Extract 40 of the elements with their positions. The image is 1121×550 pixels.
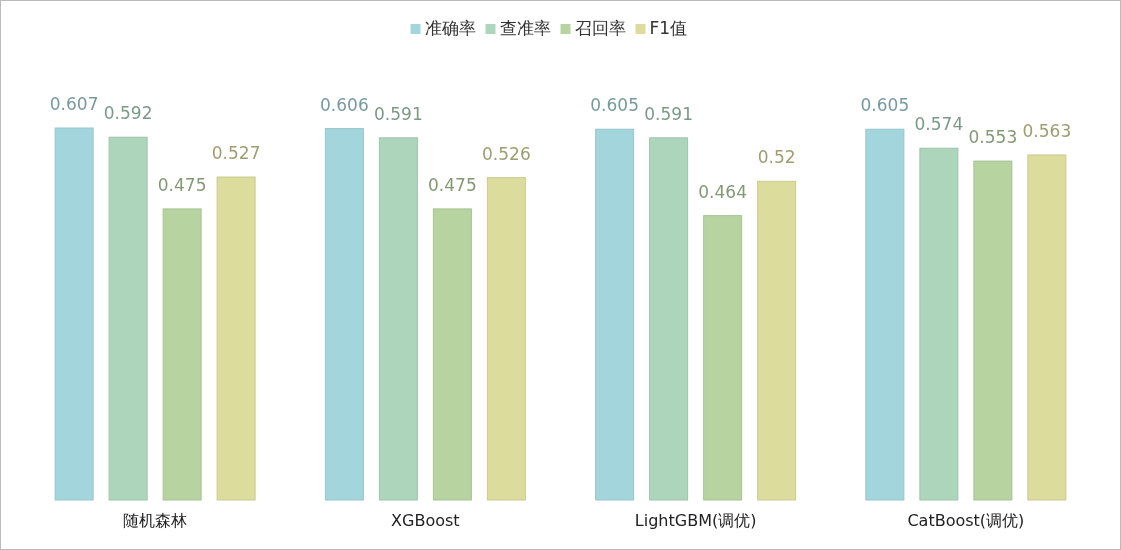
bar <box>649 137 689 501</box>
bar <box>324 128 364 501</box>
x-tick-label: LightGBM(调优) <box>634 511 757 530</box>
data-label: 0.591 <box>374 103 423 124</box>
data-label: 0.475 <box>428 174 477 195</box>
data-label: 0.526 <box>482 143 531 164</box>
x-tick-label: CatBoost(调优) <box>907 511 1025 530</box>
legend-label: 准确率 <box>424 18 476 38</box>
bar <box>1027 154 1067 501</box>
data-label: 0.591 <box>644 103 693 124</box>
bar <box>486 177 526 501</box>
bar <box>973 160 1013 501</box>
legend-label: 查准率 <box>499 18 551 38</box>
bar <box>54 127 94 501</box>
bar <box>757 180 797 501</box>
data-label: 0.605 <box>590 95 639 116</box>
data-label: 0.52 <box>757 147 796 168</box>
bar <box>378 137 418 501</box>
data-label: 0.553 <box>968 127 1018 148</box>
data-label: 0.464 <box>698 181 747 202</box>
bar <box>865 128 905 501</box>
legend-label: 召回率 <box>574 18 626 38</box>
data-label: 0.607 <box>49 94 99 114</box>
x-tick-label: 随机森林 <box>123 511 188 530</box>
data-label: 0.592 <box>103 103 153 124</box>
bar <box>919 147 959 501</box>
bar <box>703 215 743 501</box>
bar <box>108 136 148 501</box>
x-tick-label: XGBoost <box>391 511 460 530</box>
data-label: 0.606 <box>320 94 369 115</box>
legend-label: F1值 <box>649 18 688 38</box>
data-label: 0.563 <box>1022 120 1072 141</box>
bar <box>216 176 256 501</box>
bar <box>432 208 472 501</box>
data-label: 0.475 <box>157 174 207 195</box>
bar <box>162 208 202 501</box>
data-label: 0.527 <box>211 143 261 164</box>
bar <box>595 128 635 501</box>
data-label: 0.605 <box>860 95 910 116</box>
data-label: 0.574 <box>914 114 964 135</box>
